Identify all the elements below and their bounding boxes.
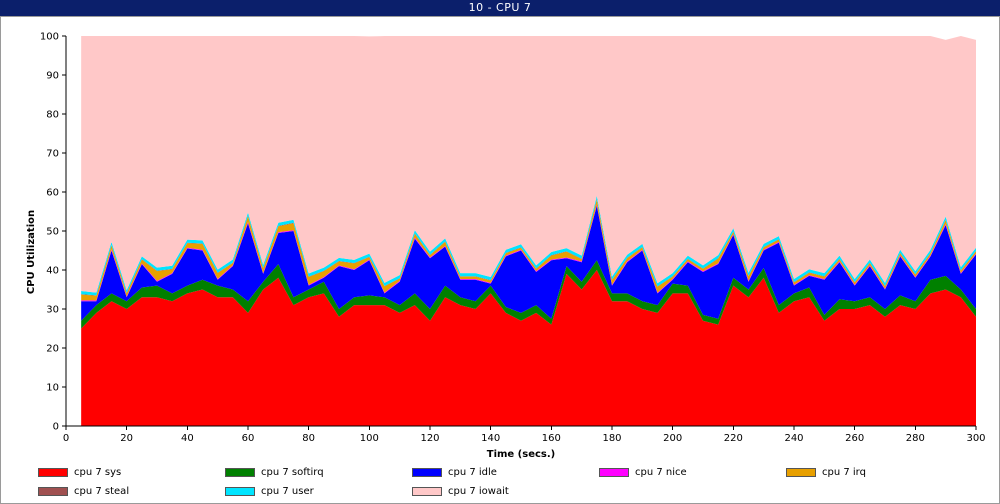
x-tick-label: 60 bbox=[242, 433, 255, 444]
x-tick-label: 280 bbox=[906, 433, 925, 444]
x-tick-label: 20 bbox=[120, 433, 133, 444]
x-tick-label: 180 bbox=[602, 433, 621, 444]
legend-item: cpu 7 user bbox=[225, 486, 314, 498]
x-tick-label: 140 bbox=[481, 433, 500, 444]
y-tick-label: 70 bbox=[46, 149, 59, 160]
legend-label: cpu 7 irq bbox=[822, 467, 866, 478]
legend-swatch bbox=[786, 467, 816, 477]
x-axis-label: Time (secs.) bbox=[487, 449, 556, 460]
x-tick-label: 0 bbox=[63, 433, 69, 444]
x-tick-label: 300 bbox=[966, 433, 985, 444]
y-tick-label: 60 bbox=[46, 188, 59, 199]
legend-item: cpu 7 steal bbox=[38, 486, 129, 498]
y-tick-label: 0 bbox=[53, 422, 59, 433]
x-tick-label: 100 bbox=[360, 433, 379, 444]
legend-item: cpu 7 idle bbox=[412, 467, 497, 479]
y-tick-label: 100 bbox=[40, 32, 59, 43]
x-tick-label: 220 bbox=[724, 433, 743, 444]
legend-swatch bbox=[412, 486, 442, 496]
legend-item: cpu 7 sys bbox=[38, 467, 121, 479]
area-cpu-7-idle bbox=[81, 205, 976, 321]
y-tick-label: 30 bbox=[46, 305, 59, 316]
area-cpu-7-iowait bbox=[81, 36, 976, 293]
legend-swatch bbox=[225, 486, 255, 496]
x-tick-label: 240 bbox=[784, 433, 803, 444]
x-tick-label: 80 bbox=[302, 433, 315, 444]
legend-item: cpu 7 iowait bbox=[412, 486, 509, 498]
legend-label: cpu 7 sys bbox=[74, 467, 122, 478]
cpu-utilization-chart: 0 10 20 30 40 50 60 70 80 90 100 0 20 40 60 80 100 120 140… bbox=[26, 32, 986, 461]
y-tick-label: 10 bbox=[46, 383, 59, 394]
legend-label: cpu 7 nice bbox=[635, 467, 687, 478]
area-cpu-7-softirq bbox=[81, 260, 976, 329]
x-tick-label: 200 bbox=[663, 433, 682, 444]
legend-label: cpu 7 softirq bbox=[261, 467, 324, 478]
legend-swatch bbox=[412, 467, 442, 477]
y-tick-label: 20 bbox=[46, 344, 59, 355]
x-tick-label: 40 bbox=[181, 433, 194, 444]
legend-item: cpu 7 nice bbox=[599, 467, 687, 479]
y-tick-label: 50 bbox=[46, 227, 59, 238]
legend-label: cpu 7 user bbox=[261, 486, 314, 497]
stacked-areas bbox=[81, 36, 976, 426]
x-tick-label: 160 bbox=[542, 433, 561, 444]
y-tick-label: 40 bbox=[46, 266, 59, 277]
x-tick-label: 120 bbox=[420, 433, 439, 444]
legend-item: cpu 7 softirq bbox=[225, 467, 324, 479]
area-cpu-7-sys bbox=[81, 270, 976, 426]
legend-label: cpu 7 steal bbox=[74, 486, 130, 497]
chart-frame: 0 10 20 30 40 50 60 70 80 90 100 0 20 40 60 80 100 120 140… bbox=[0, 16, 1000, 504]
y-tick-label: 80 bbox=[46, 110, 59, 121]
legend-swatch bbox=[38, 486, 68, 496]
y-axis-label: CPU Utilization bbox=[26, 210, 37, 294]
x-tick-label: 260 bbox=[845, 433, 864, 444]
legend-item: cpu 7 irq bbox=[786, 467, 866, 479]
legend-label: cpu 7 idle bbox=[448, 467, 497, 478]
axes: 0 10 20 30 40 50 60 70 80 90 100 0 20 40 60 80 100 120 140… bbox=[40, 32, 986, 445]
y-tick-label: 90 bbox=[46, 71, 59, 82]
legend-swatch bbox=[225, 467, 255, 477]
legend-label: cpu 7 iowait bbox=[448, 486, 509, 497]
legend-swatch bbox=[38, 467, 68, 477]
window-title: 10 - CPU 7 bbox=[0, 0, 1000, 16]
legend-swatch bbox=[599, 467, 629, 477]
